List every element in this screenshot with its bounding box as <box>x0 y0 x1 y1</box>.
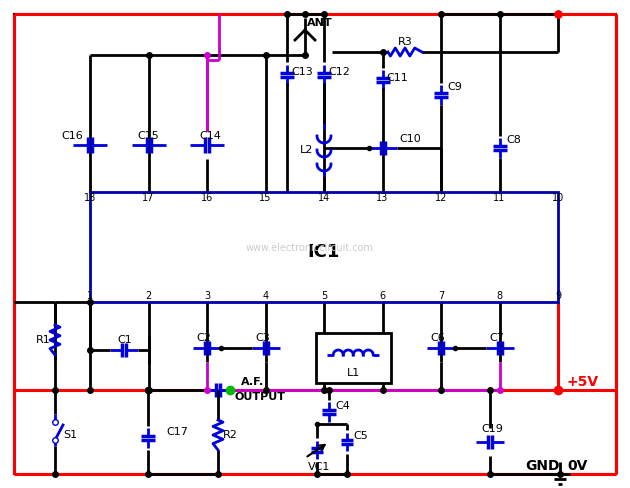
Text: ANT: ANT <box>307 18 333 28</box>
Text: 8: 8 <box>496 291 503 301</box>
Text: 0V: 0V <box>568 459 588 473</box>
Text: A.F.: A.F. <box>241 377 265 387</box>
Text: 15: 15 <box>260 193 272 203</box>
Text: C3: C3 <box>255 333 270 343</box>
Text: C8: C8 <box>506 135 521 145</box>
Text: C14: C14 <box>199 131 221 141</box>
Text: 9: 9 <box>555 291 561 301</box>
Text: 4: 4 <box>263 291 268 301</box>
Text: 11: 11 <box>493 193 506 203</box>
Text: C15: C15 <box>137 131 159 141</box>
Text: 13: 13 <box>376 193 389 203</box>
Text: C16: C16 <box>61 131 83 141</box>
Text: 3: 3 <box>204 291 210 301</box>
Text: 2: 2 <box>146 291 152 301</box>
Text: GND: GND <box>525 459 559 473</box>
Text: 10: 10 <box>552 193 564 203</box>
Text: C19: C19 <box>481 424 503 434</box>
Text: VC1: VC1 <box>308 462 330 472</box>
Text: C2: C2 <box>197 333 212 343</box>
Text: 14: 14 <box>318 193 330 203</box>
Text: OUTPUT: OUTPUT <box>234 392 285 402</box>
Bar <box>90 192 558 302</box>
Text: C17: C17 <box>166 427 188 437</box>
Text: 18: 18 <box>84 193 96 203</box>
Text: C4: C4 <box>336 401 350 411</box>
Text: 17: 17 <box>142 193 155 203</box>
Text: 16: 16 <box>201 193 213 203</box>
Text: C10: C10 <box>399 134 421 144</box>
Text: L2: L2 <box>301 145 314 155</box>
Text: R1: R1 <box>36 335 50 345</box>
Text: C5: C5 <box>353 431 369 441</box>
Text: 12: 12 <box>435 193 447 203</box>
Text: 5: 5 <box>321 291 327 301</box>
Bar <box>316 333 391 383</box>
Text: C12: C12 <box>328 67 350 77</box>
Text: C7: C7 <box>489 333 504 343</box>
Text: S1: S1 <box>63 430 77 440</box>
Text: +5V: +5V <box>567 375 599 389</box>
Text: 1: 1 <box>87 291 93 301</box>
Text: C6: C6 <box>431 333 445 343</box>
Text: C9: C9 <box>447 82 462 92</box>
Text: C11: C11 <box>387 73 408 83</box>
Text: R3: R3 <box>398 37 413 47</box>
Text: C1: C1 <box>117 335 132 345</box>
Text: 7: 7 <box>438 291 444 301</box>
Text: IC1: IC1 <box>308 243 340 261</box>
Text: 6: 6 <box>379 291 386 301</box>
Text: www.electroniccircuit.com: www.electroniccircuit.com <box>246 243 374 253</box>
Text: R2: R2 <box>222 430 238 440</box>
Text: C13: C13 <box>291 67 313 77</box>
Text: L1: L1 <box>346 368 360 378</box>
